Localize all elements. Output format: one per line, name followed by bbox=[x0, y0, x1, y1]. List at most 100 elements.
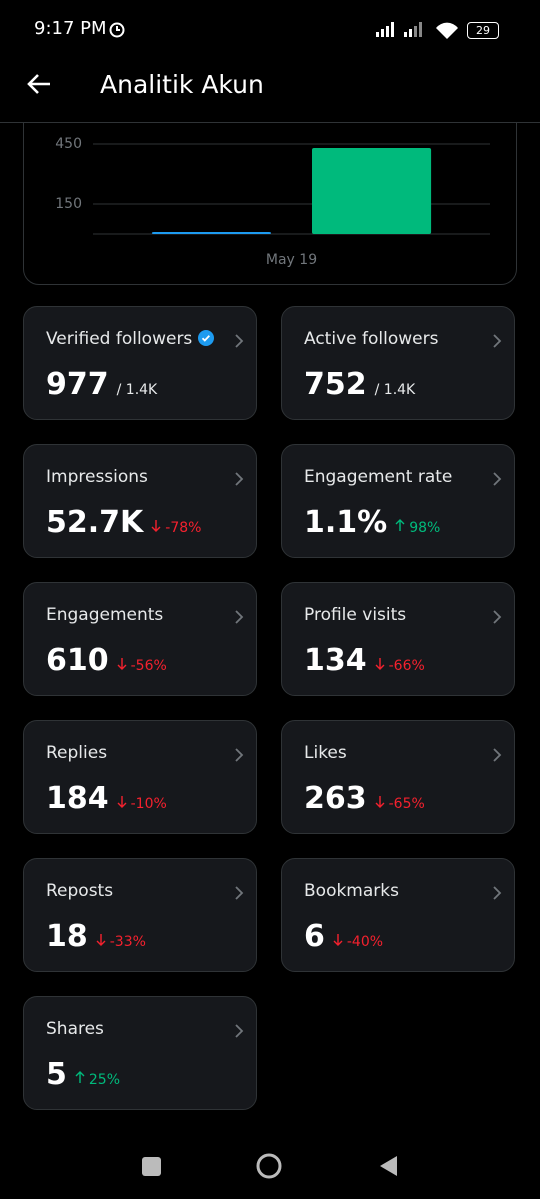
y-tick-label: 150 bbox=[55, 196, 82, 212]
stat-label: Shares bbox=[46, 1019, 104, 1039]
status-time: 9:17 PM bbox=[34, 18, 107, 39]
trend-arrow bbox=[117, 657, 127, 674]
chart: 150 450 May 19 bbox=[55, 136, 490, 268]
stat-card[interactable]: Replies 184 -10% bbox=[23, 720, 257, 834]
stat-value: 5 bbox=[46, 1057, 67, 1092]
stat-value-row: 184 -10% bbox=[46, 781, 167, 816]
stat-label: Profile visits bbox=[304, 605, 407, 625]
chevron-icon bbox=[235, 334, 244, 348]
stat-card[interactable]: Reposts 18 -33% bbox=[23, 858, 257, 972]
chevron bbox=[492, 471, 502, 491]
chevron-icon bbox=[235, 748, 244, 762]
stat-change: -78% bbox=[151, 520, 201, 536]
change-text: -33% bbox=[109, 934, 146, 950]
recent-apps-button[interactable] bbox=[142, 1157, 161, 1176]
arrow-icon bbox=[117, 658, 127, 670]
back-button[interactable] bbox=[26, 72, 52, 96]
chevron-icon bbox=[493, 472, 502, 486]
back-nav-button[interactable] bbox=[380, 1156, 397, 1176]
chevron bbox=[234, 471, 244, 491]
stat-card[interactable]: Engagement rate 1.1% 98% bbox=[281, 444, 515, 558]
stat-value-row: 1.1% 98% bbox=[304, 505, 440, 540]
trend-arrow bbox=[333, 933, 343, 950]
stat-change: 98% bbox=[395, 519, 440, 536]
chevron-icon bbox=[235, 886, 244, 900]
arrow-icon bbox=[375, 658, 385, 670]
chevron bbox=[492, 609, 502, 629]
trend-arrow bbox=[151, 519, 161, 536]
bar bbox=[151, 232, 271, 234]
stat-label: Engagement rate bbox=[304, 467, 453, 487]
chevron bbox=[234, 1023, 244, 1043]
stat-card[interactable]: Engagements 610 -56% bbox=[23, 582, 257, 696]
stat-label: Verified followers bbox=[46, 329, 215, 349]
chevron bbox=[492, 747, 502, 767]
stat-card[interactable]: Shares 5 25% bbox=[23, 996, 257, 1110]
change-text: -40% bbox=[346, 934, 384, 950]
chevron bbox=[234, 609, 244, 629]
stat-change: -66% bbox=[375, 658, 425, 674]
stat-value: 18 bbox=[46, 919, 88, 954]
stat-value-row: 18 -33% bbox=[46, 919, 146, 954]
trend-arrow bbox=[375, 657, 385, 674]
arrow-icon bbox=[375, 796, 385, 808]
trend-arrow bbox=[96, 933, 106, 950]
stat-value: 610 bbox=[46, 643, 109, 678]
stat-card[interactable]: Profile visits 134 -66% bbox=[281, 582, 515, 696]
stat-value: 1.1% bbox=[304, 505, 388, 540]
stat-change: -65% bbox=[375, 796, 425, 812]
stat-value: 184 bbox=[46, 781, 109, 816]
arrow-icon bbox=[117, 796, 127, 808]
stat-value: 752 bbox=[304, 367, 367, 402]
stat-value: 263 bbox=[304, 781, 367, 816]
stat-value: 6 bbox=[304, 919, 325, 954]
x-tick-label: May 19 bbox=[266, 252, 317, 268]
stat-value: 52.7K bbox=[46, 505, 144, 540]
arrow-icon bbox=[75, 1071, 85, 1083]
trend-arrow bbox=[75, 1071, 85, 1088]
y-tick-label: 450 bbox=[55, 136, 82, 152]
arrow-icon bbox=[96, 934, 106, 946]
stat-value-row: 134 -66% bbox=[304, 643, 425, 678]
stat-change: -10% bbox=[117, 796, 167, 812]
stat-card[interactable]: Impressions 52.7K -78% bbox=[23, 444, 257, 558]
stat-total: / 1.4K bbox=[116, 382, 158, 398]
stat-card[interactable]: Bookmarks 6 -40% bbox=[281, 858, 515, 972]
stat-card[interactable]: Active followers 752 / 1.4K bbox=[281, 306, 515, 420]
home-button[interactable] bbox=[256, 1153, 282, 1179]
chevron-icon bbox=[493, 610, 502, 624]
change-text: -65% bbox=[388, 796, 425, 812]
trend-arrow bbox=[375, 795, 385, 812]
chevron-icon bbox=[493, 748, 502, 762]
stat-change: 25% bbox=[75, 1071, 120, 1088]
arrow-icon bbox=[333, 934, 343, 946]
battery: 29 bbox=[467, 22, 499, 39]
chevron bbox=[234, 333, 244, 353]
stat-value-row: 752 / 1.4K bbox=[304, 367, 415, 402]
stat-label: Engagements bbox=[46, 605, 164, 625]
trend-arrow bbox=[117, 795, 127, 812]
alarm-icon bbox=[109, 22, 125, 38]
signal-wifi-icons bbox=[376, 22, 458, 39]
stat-label: Impressions bbox=[46, 467, 148, 487]
bar bbox=[312, 148, 432, 234]
stat-value-row: 977 / 1.4K bbox=[46, 367, 157, 402]
chevron-icon bbox=[493, 886, 502, 900]
stat-change: -33% bbox=[96, 934, 146, 950]
change-text: 25% bbox=[88, 1072, 120, 1088]
chart-card bbox=[23, 100, 517, 285]
stat-label: Bookmarks bbox=[304, 881, 399, 901]
change-text: -56% bbox=[130, 658, 167, 674]
page-title: Analitik Akun bbox=[100, 70, 264, 99]
stat-card[interactable]: Verified followers 977 / 1.4K bbox=[23, 306, 257, 420]
stat-label: Likes bbox=[304, 743, 347, 763]
arrow-icon bbox=[151, 520, 161, 532]
stat-label: Replies bbox=[46, 743, 108, 763]
stat-value-row: 6 -40% bbox=[304, 919, 383, 954]
stat-value: 134 bbox=[304, 643, 367, 678]
verified-icon bbox=[198, 330, 215, 346]
stat-card[interactable]: Likes 263 -65% bbox=[281, 720, 515, 834]
stat-total: / 1.4K bbox=[374, 382, 416, 398]
chevron-icon bbox=[235, 610, 244, 624]
